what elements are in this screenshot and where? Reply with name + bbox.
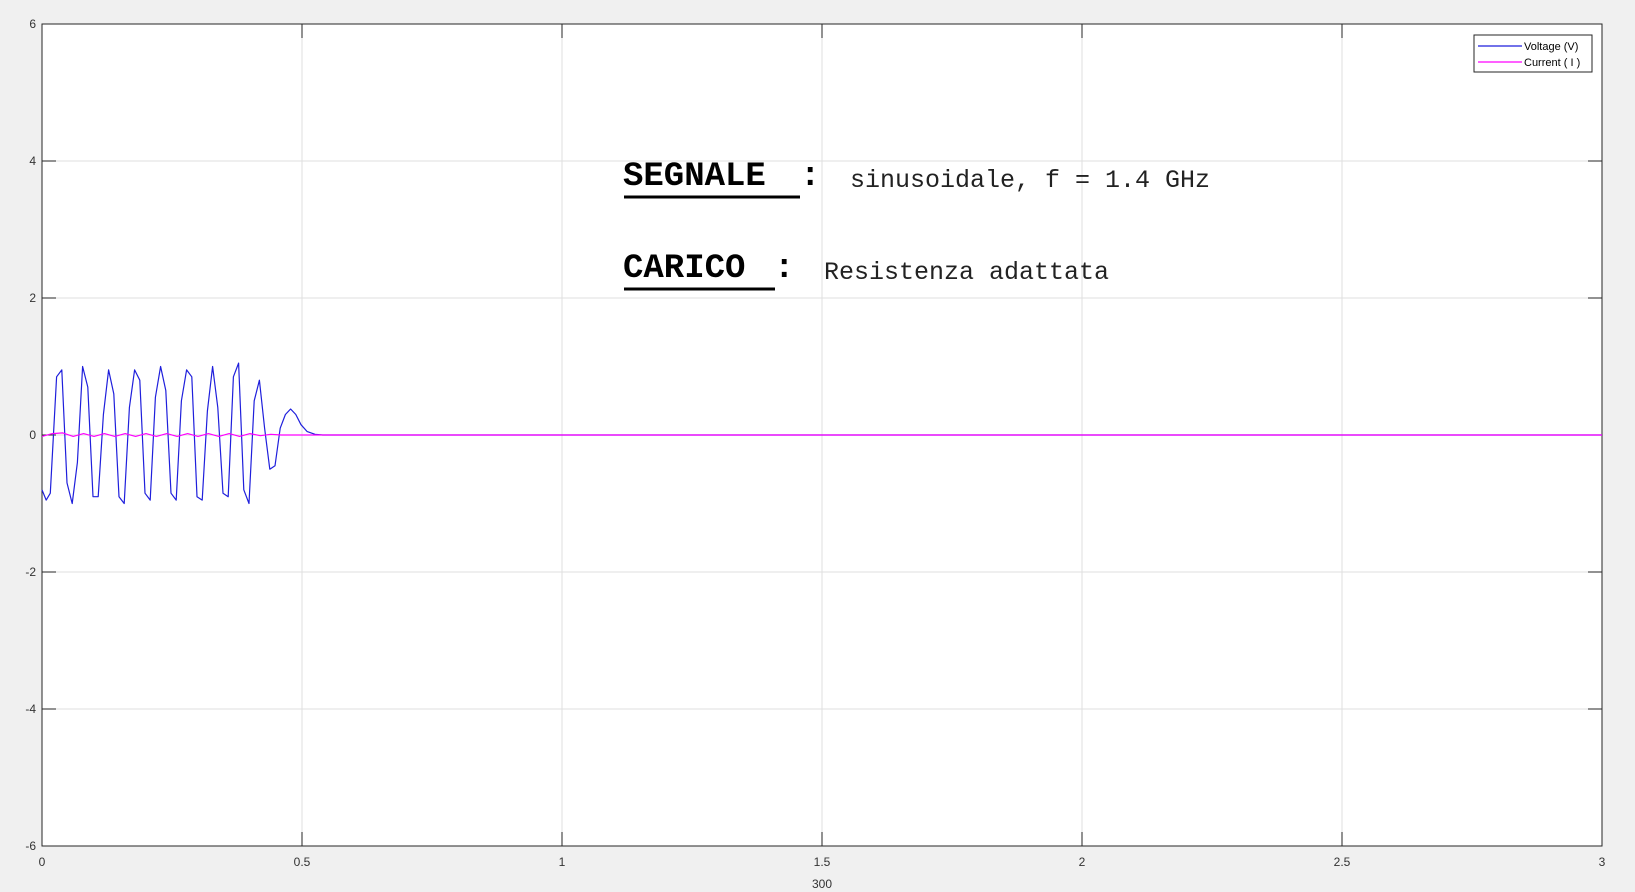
series-line-current: [41, 432, 1602, 437]
y-tick-label: 0: [29, 428, 36, 442]
annotation-load-colon: :: [774, 250, 794, 288]
annotation-signal-text: sinusoidale, f = 1.4 GHz: [850, 166, 1210, 195]
x-tick-label: 0.5: [294, 855, 311, 869]
legend-box: [1473, 34, 1593, 73]
y-tick-labels: 6 4 2 0 -2 -4 -6: [25, 17, 36, 853]
x-tick-labels: 0 0.5 1 1.5 2 2.5 3: [39, 855, 1606, 869]
x-tick-label: 1: [559, 855, 566, 869]
annotation-signal-colon: :: [800, 158, 820, 196]
x-tick-label: 0: [39, 855, 46, 869]
y-tick-label: -2: [25, 565, 36, 579]
x-axis-label: 300: [812, 877, 832, 891]
x-tick-label: 2.5: [1334, 855, 1351, 869]
y-tick-label: 2: [29, 291, 36, 305]
x-tick-label: 3: [1599, 855, 1606, 869]
x-tick-label: 2: [1079, 855, 1086, 869]
axis-ticks: [41, 23, 1603, 847]
y-tick-label: -4: [25, 702, 36, 716]
y-tick-label: -6: [25, 839, 36, 853]
annotation-signal: SEGNALE : sinusoidale, f = 1.4 GHz: [623, 158, 1210, 199]
legend-label-current: Current ( I ): [1524, 57, 1580, 69]
annotation-load-head: CARICO: [623, 250, 745, 288]
annotation-signal-head: SEGNALE: [623, 158, 766, 196]
legend: Voltage (V) Current ( I ): [1473, 34, 1593, 73]
annotation-load-text: Resistenza adattata: [824, 258, 1109, 287]
legend-label-voltage: Voltage (V): [1524, 41, 1578, 53]
annotation-load: CARICO : Resistenza adattata: [623, 250, 1109, 291]
series-line-voltage: [41, 362, 1602, 505]
x-tick-label: 1.5: [814, 855, 831, 869]
y-tick-label: 4: [29, 154, 36, 168]
y-tick-label: 6: [29, 17, 36, 31]
series-layer: [41, 362, 1602, 505]
